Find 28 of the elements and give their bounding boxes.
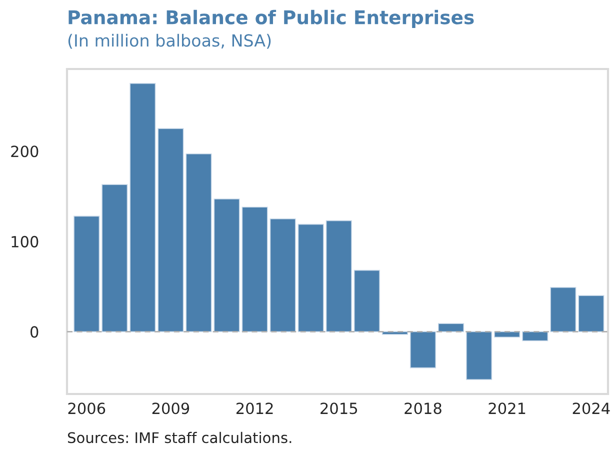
bar (298, 224, 324, 332)
source-note: Sources: IMF staff calculations. (68, 432, 292, 444)
x-tick-label: 2021 (488, 402, 526, 414)
bar (466, 331, 492, 380)
bar (522, 331, 548, 342)
bar (550, 287, 576, 332)
chart-subtitle: (In million balboas, NSA) (68, 34, 271, 49)
x-tick-label: 2009 (152, 402, 190, 414)
y-tick-label: 100 (12, 236, 38, 248)
bar (74, 216, 100, 332)
bar (102, 184, 128, 332)
chart-title: Panama: Balance of Public Enterprises (68, 10, 474, 28)
x-tick-label: 2012 (236, 402, 273, 414)
bar (578, 295, 604, 332)
x-tick-label: 2006 (68, 402, 106, 414)
x-tick-label: 2024 (572, 402, 610, 414)
y-tick-label: 0 (30, 326, 38, 338)
bar (438, 323, 464, 332)
bar (158, 128, 184, 332)
bar (326, 220, 352, 332)
x-tick-label: 2018 (404, 402, 442, 414)
y-tick-label: 200 (11, 146, 38, 158)
bar (410, 331, 436, 368)
bar (242, 206, 268, 332)
bar (130, 83, 156, 332)
x-tick-label: 2015 (320, 402, 358, 414)
bar (270, 218, 296, 332)
bar (354, 270, 380, 332)
